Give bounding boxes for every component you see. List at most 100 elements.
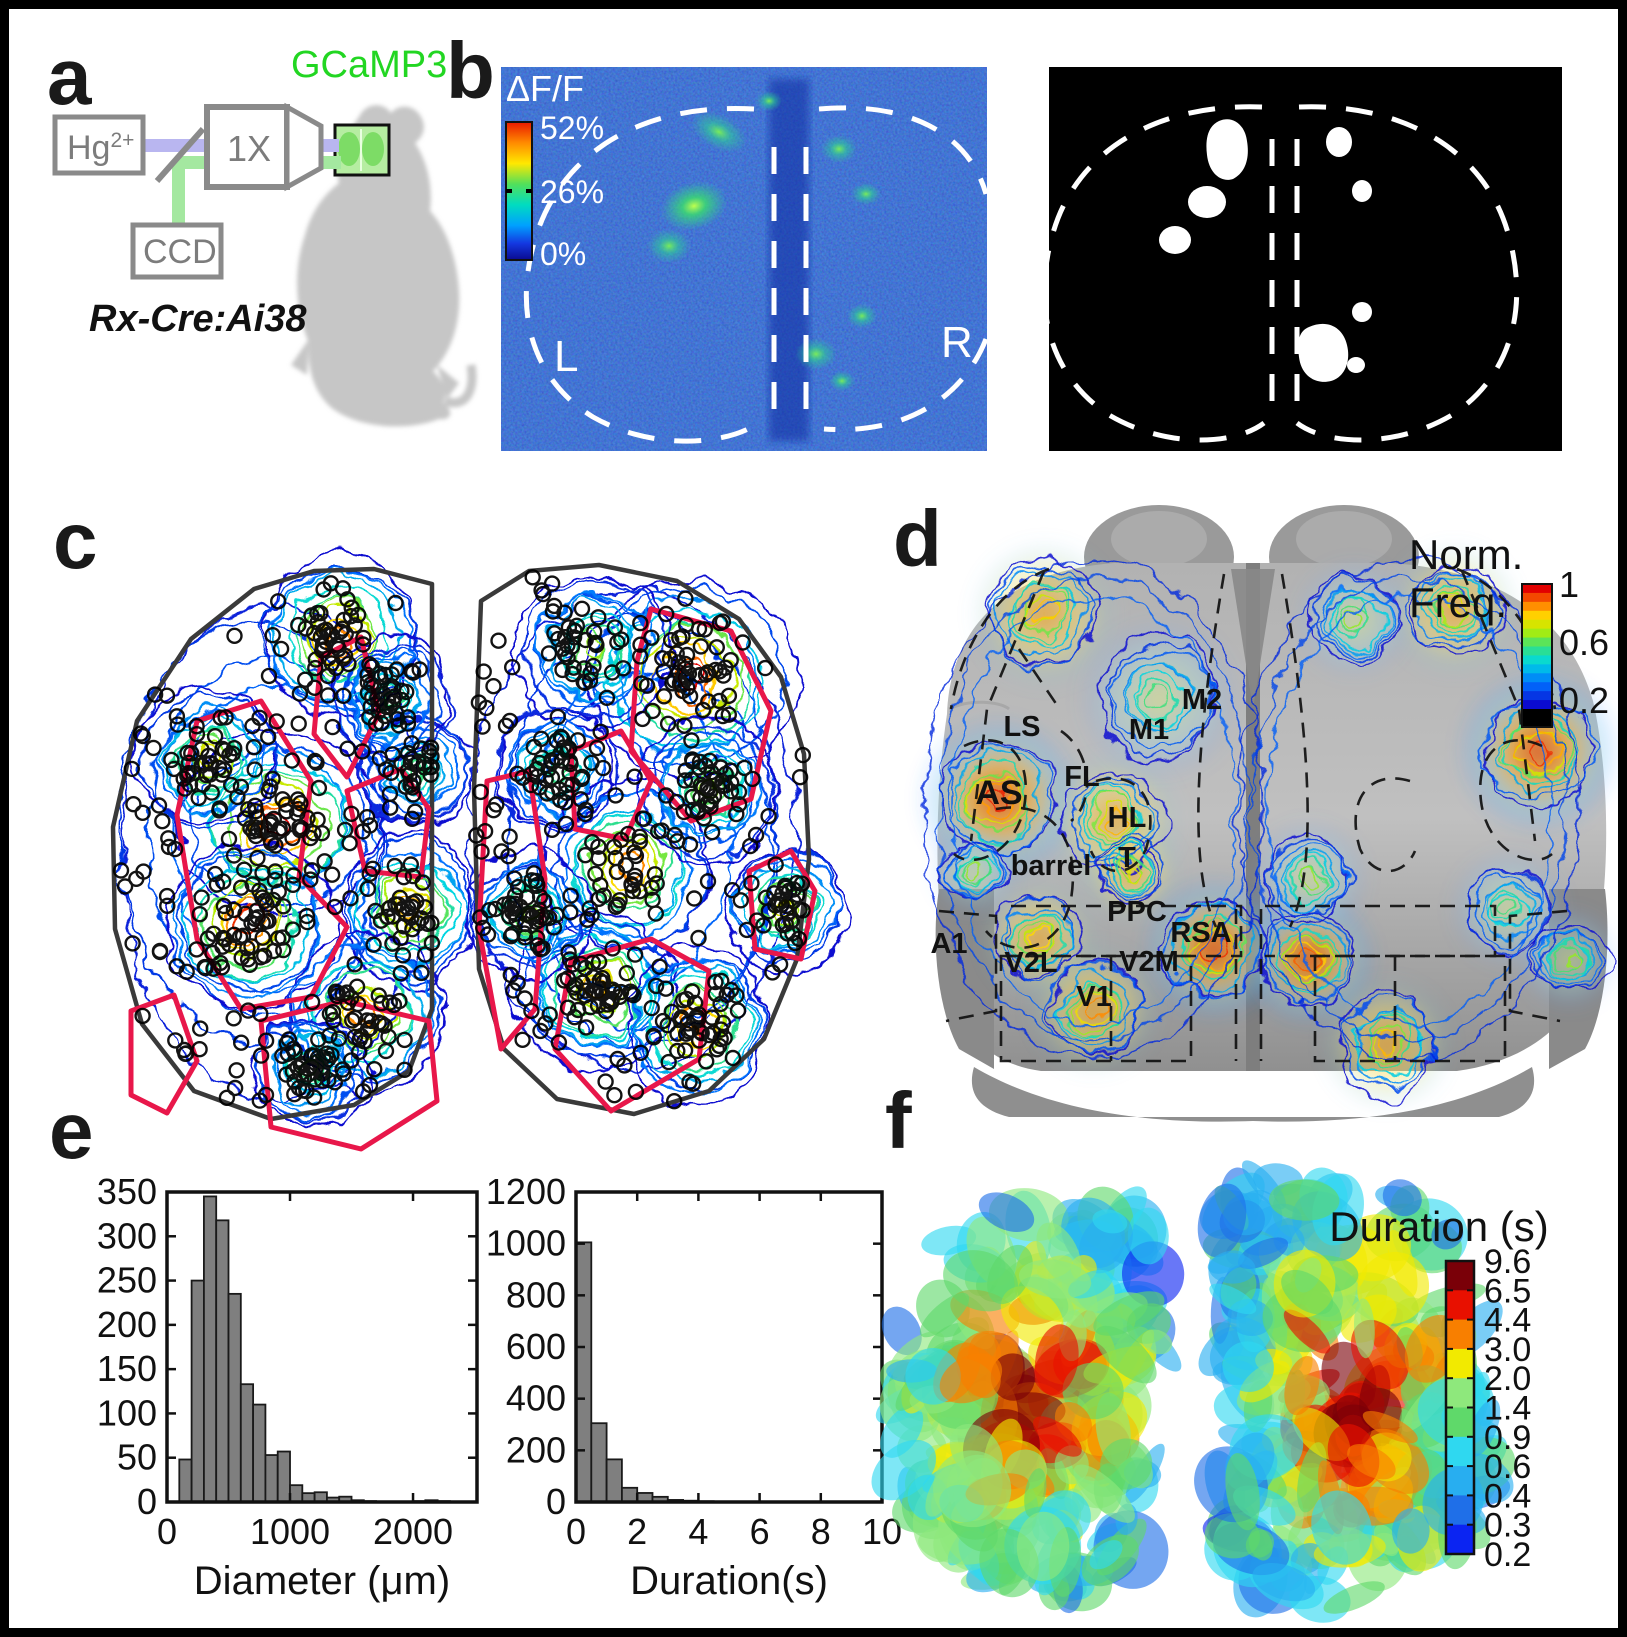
ytick-800: 800 [506,1274,566,1315]
panel-a-schematic: Hg2+ 1X CCD GCaMP3 Rx-Cre:Ai38 [52,44,477,427]
freq-tick-0.2: 0.2 [1559,680,1609,721]
duration-colorbar [1444,1259,1476,1556]
freq-colorbar-title-2: Freq. [1409,579,1507,626]
objective-box: 1X [204,102,324,192]
region-label-A1: A1 [930,928,967,960]
freq-colorbar-ticks: 1 0.6 0.2 [1559,564,1609,721]
ytick-1000: 1000 [486,1223,566,1264]
hist-tick-marks [165,1190,477,1504]
xtick-1000: 1000 [250,1511,330,1552]
panel-a-label: a [47,32,92,121]
region-label-HL: HL [1108,802,1147,834]
ytick-100: 100 [97,1392,157,1433]
panel-b-label: b [446,26,495,115]
duration-tick-0.9: 0.9 [1484,1419,1531,1457]
xtick-4: 4 [688,1511,708,1552]
ytick-600: 600 [506,1326,566,1367]
ytick-250: 250 [97,1260,157,1301]
duration-tick-4.4: 4.4 [1484,1302,1531,1340]
duration-blobs-left-hemisphere [871,1186,1185,1614]
region-label-T: T [1118,842,1136,874]
threshold-mask-image [1041,67,1562,451]
dff-label: ΔF/F [506,68,584,109]
panel-c-label: c [53,496,98,585]
ytick-0: 0 [137,1481,157,1522]
svg-text:Hg2+: Hg2+ [67,129,134,167]
panel-d-label: d [893,494,942,583]
ytick-400: 400 [506,1378,566,1419]
freq-colorbar-title-1: Norm. [1409,531,1523,578]
region-label-V2M: V2M [1119,946,1179,978]
gcamp3-label: GCaMP3 [291,44,447,86]
ytick-150: 150 [97,1348,157,1389]
hist-axes [165,1190,479,1504]
mask-blobs [1159,119,1372,382]
frequency-heatmap-overlay [916,539,1618,1112]
duration-colorbar-ticks: 9.66.54.43.02.01.40.90.60.40.30.2 [1484,1243,1531,1574]
region-label-LS: LS [1003,711,1040,743]
duration-tick-0.6: 0.6 [1484,1448,1531,1486]
ytick-350: 350 [97,1171,157,1212]
hist-bars [575,1241,883,1503]
ytick-1200: 1200 [486,1171,566,1212]
mouse-silhouette-image [291,105,477,427]
duration-tick-6.5: 6.5 [1484,1272,1531,1310]
emission-beam-vertical [172,161,185,227]
left-hemi-letter: L [554,332,578,381]
mercury-lamp-box: Hg2+ [52,114,146,176]
duration-tick-1.4: 1.4 [1484,1390,1531,1428]
duration-colorbar-title: Duration (s) [1329,1203,1548,1250]
hist-tick-marks [574,1190,884,1504]
region-label-RSA: RSA [1170,917,1231,949]
dff-tick-low: 0% [540,236,586,272]
region-label-barrel: barrel [1011,850,1092,882]
dff-tick-mid: 26% [540,174,604,210]
region-borders-dashed [938,567,1568,1063]
region-label-AS: AS [975,774,1022,812]
freq-tick-1: 1 [1559,564,1579,605]
duration-tick-0.2: 0.2 [1484,1536,1531,1574]
dff-tick-high: 52% [540,110,604,146]
ytick-0: 0 [546,1481,566,1522]
event-center-circles [112,569,811,1110]
panel-f-label: f [885,1076,912,1165]
duration-tick-3.0: 3.0 [1484,1331,1531,1369]
right-hemi-letter: R [941,318,973,367]
hist-xlabel: Diameter (μm) [194,1559,450,1603]
ytick-200: 200 [97,1304,157,1345]
mouse-line-label: Rx-Cre:Ai38 [89,298,307,340]
panel-b: ΔF/F 52% 26% 0% L R [501,67,1562,451]
panel-e-label: e [49,1086,94,1175]
duration-tick-0.3: 0.3 [1484,1507,1531,1545]
region-label-V2L: V2L [1004,947,1057,979]
ytick-200: 200 [506,1429,566,1470]
freq-colorbar [1521,583,1553,728]
xtick-8: 8 [811,1511,831,1552]
dff-map-image: ΔF/F 52% 26% 0% L R [501,67,989,451]
panel-c-density-map [110,552,849,1152]
xtick-6: 6 [750,1511,770,1552]
panel-f-duration-map: Duration (s) 9.66.54.43.02.01.40.90.60.4… [871,1160,1549,1623]
duration-tick-9.6: 9.6 [1484,1243,1531,1281]
hist-axes [574,1190,884,1504]
region-label-M2: M2 [1182,684,1222,716]
hist-bars [178,1195,451,1503]
brain-outline-dashed [523,105,989,444]
ytick-50: 50 [117,1437,157,1478]
xtick-0: 0 [157,1511,177,1552]
dichroic-mirror [154,127,206,183]
mask-brain-outline-dashed [1041,104,1520,443]
ytick-300: 300 [97,1215,157,1256]
ccd-camera-box: CCD [130,222,224,280]
xtick-2: 2 [627,1511,647,1552]
freq-tick-0.6: 0.6 [1559,622,1609,663]
xtick-2000: 2000 [373,1511,453,1552]
region-label-FL: FL [1064,761,1099,793]
